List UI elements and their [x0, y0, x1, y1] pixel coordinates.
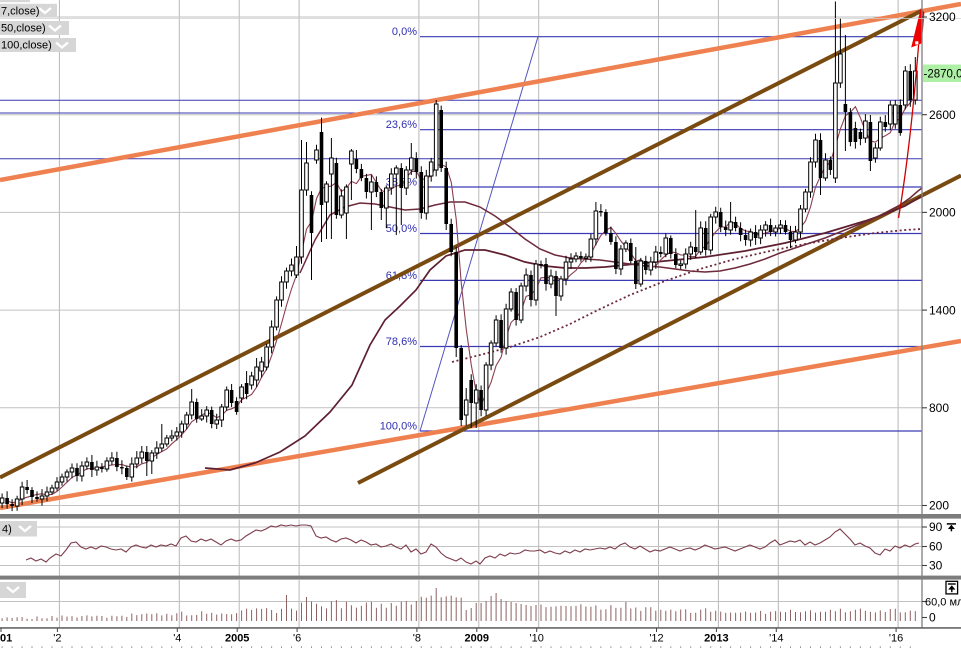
svg-text:'10: '10: [530, 633, 544, 645]
svg-text:800: 800: [929, 401, 949, 415]
svg-text:23,6%: 23,6%: [386, 119, 417, 131]
svg-text:'14: '14: [769, 633, 783, 645]
svg-text:'12: '12: [649, 633, 663, 645]
svg-text:2013: 2013: [704, 633, 728, 645]
svg-text:2005: 2005: [225, 633, 249, 645]
svg-text:01: 01: [0, 633, 12, 645]
svg-text:78,6%: 78,6%: [386, 336, 417, 348]
svg-text:2600: 2600: [929, 108, 956, 122]
svg-text:60,0 мл: 60,0 мл: [925, 596, 961, 608]
svg-text:100,close): 100,close): [1, 40, 52, 52]
svg-text:50,0%: 50,0%: [386, 223, 417, 235]
svg-text:'6: '6: [293, 633, 301, 645]
svg-text:0: 0: [929, 611, 936, 625]
svg-text:-2870,0: -2870,0: [924, 69, 961, 81]
svg-text:200: 200: [929, 499, 949, 513]
svg-text:30: 30: [929, 559, 943, 573]
svg-text:0,0%: 0,0%: [392, 26, 417, 38]
svg-text:1400: 1400: [929, 303, 956, 317]
svg-text:50,close): 50,close): [1, 23, 46, 35]
svg-text:'2: '2: [53, 633, 61, 645]
svg-text:3200: 3200: [929, 10, 956, 24]
svg-text:60: 60: [929, 540, 943, 554]
svg-text:2009: 2009: [465, 633, 489, 645]
svg-text:'16: '16: [889, 633, 903, 645]
svg-text:4): 4): [2, 524, 12, 536]
svg-text:90: 90: [929, 520, 943, 534]
svg-text:100,0%: 100,0%: [380, 421, 418, 433]
svg-text:'4: '4: [173, 633, 181, 645]
svg-text:'8: '8: [413, 633, 421, 645]
svg-text:7,close): 7,close): [1, 5, 40, 17]
svg-text:2000: 2000: [929, 206, 956, 220]
